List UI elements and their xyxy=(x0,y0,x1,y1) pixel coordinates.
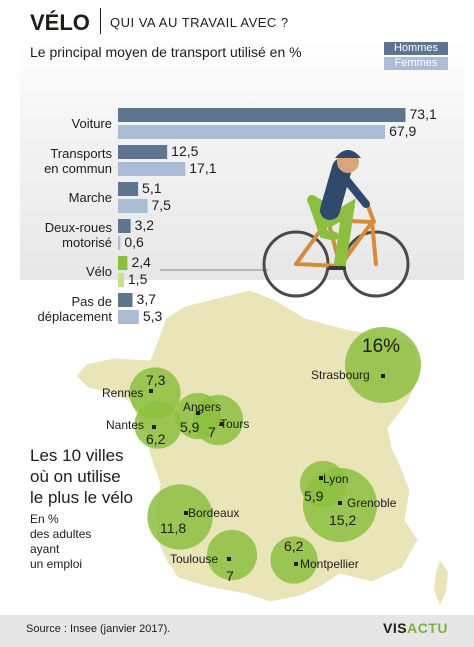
category-label: Voiture xyxy=(71,116,112,131)
city-name-label: Tours xyxy=(220,417,250,431)
bar-femmes xyxy=(118,310,139,324)
city-name-label: Bordeaux xyxy=(188,506,240,520)
map-unit-note: En % des adultes ayant un emploi xyxy=(30,512,91,572)
bar-value-label: 3,2 xyxy=(134,217,155,233)
city-marker xyxy=(381,374,385,378)
chart-title: Le principal moyen de transport utilisé … xyxy=(30,44,302,60)
city-name-label: Grenoble xyxy=(347,496,397,510)
bar-hommes xyxy=(118,256,128,270)
city-marker xyxy=(152,425,156,429)
bar-hommes xyxy=(118,182,139,196)
city-bubble xyxy=(270,536,318,584)
city-value-label: 15,2 xyxy=(329,512,357,528)
city-name-label: Strasbourg xyxy=(311,368,370,382)
bar-femmes xyxy=(118,236,121,250)
category-label: Deux-roues motorisé xyxy=(44,220,112,250)
city-name-label: Montpellier xyxy=(300,557,359,571)
bar-hommes xyxy=(118,219,131,233)
city-value-label: 6,2 xyxy=(146,431,166,447)
bar-value-label: 7,5 xyxy=(151,197,171,213)
city-value-label: 5,9 xyxy=(180,419,200,435)
brand-logo: VISACTU xyxy=(383,620,448,636)
map-note-line: ayant xyxy=(30,542,60,556)
map-title-line: le plus le vélo xyxy=(30,488,134,507)
bar-value-label: 1,5 xyxy=(127,271,148,287)
city-marker xyxy=(294,562,298,566)
city-marker xyxy=(319,476,323,480)
bar-value-label: 0,6 xyxy=(124,234,144,250)
city-value-label: 7 xyxy=(226,568,234,584)
city-marker xyxy=(196,411,200,415)
page-title: VÉLO xyxy=(30,10,90,35)
city-bubble xyxy=(206,529,258,581)
city-bubble xyxy=(345,327,421,403)
legend-femmes: Femmes xyxy=(384,57,448,70)
bar-femmes xyxy=(118,125,386,139)
city-name-label: Angers xyxy=(183,400,222,414)
title-divider xyxy=(100,8,101,34)
page-subtitle: QUI VA AU TRAVAIL AVEC ? xyxy=(110,15,289,30)
bar-value-label: 5,3 xyxy=(142,308,163,324)
bar-value-label: 3,7 xyxy=(136,291,157,307)
city-value-label: 6,2 xyxy=(284,538,304,554)
map-title-line: Les 10 villes xyxy=(30,446,124,465)
map-title-line: où on utilise xyxy=(30,467,121,486)
city-bubble xyxy=(299,460,347,508)
sky-background xyxy=(20,40,464,280)
city-marker xyxy=(149,389,153,393)
city-marker xyxy=(219,422,223,426)
city-name-label: Lyon xyxy=(323,472,349,486)
bar-value-label: 2,4 xyxy=(131,254,151,270)
city-value-label: 7,3 xyxy=(146,372,166,388)
map-title: Les 10 villes où on utilise le plus le v… xyxy=(30,445,133,508)
city-value-label: 16% xyxy=(362,336,401,357)
city-value-label: 7 xyxy=(208,424,216,440)
city-name-label: Rennes xyxy=(102,386,144,400)
bar-femmes xyxy=(118,199,148,213)
category-label: Transports en commun xyxy=(44,146,112,176)
city-name-label: Nantes xyxy=(106,418,145,432)
city-value-label: 11,8 xyxy=(160,520,187,536)
map-note-line: des adultes xyxy=(30,527,92,541)
source-note: Source : Insee (janvier 2017). xyxy=(26,623,171,635)
cyclist-illustration xyxy=(262,150,410,298)
footer-bar xyxy=(0,615,474,647)
bar-femmes xyxy=(118,162,186,176)
bar-value-label: 73,1 xyxy=(409,106,437,122)
bar-hommes xyxy=(118,108,406,122)
city-marker xyxy=(338,501,342,505)
map-note-line: un emploi xyxy=(30,557,83,571)
category-label: Marche xyxy=(68,190,112,205)
category-label: Pas de déplacement xyxy=(37,294,112,324)
bar-value-label: 5,1 xyxy=(142,180,162,196)
city-marker xyxy=(227,557,231,561)
bar-femmes xyxy=(118,273,124,287)
city-value-label: 5,9 xyxy=(304,488,324,504)
bar-value-label: 12,5 xyxy=(171,143,199,159)
brand-part: ACTU xyxy=(407,620,448,636)
corsica xyxy=(434,560,448,605)
legend-hommes: Hommes xyxy=(384,42,448,55)
city-bubble xyxy=(174,392,222,440)
bar-hommes xyxy=(118,293,133,307)
city-bubble xyxy=(147,484,213,550)
city-bubble xyxy=(134,401,182,449)
bar-value-label: 67,9 xyxy=(389,123,417,139)
city-marker xyxy=(184,511,188,515)
city-name-label: Toulouse xyxy=(170,552,219,566)
category-label: Vélo xyxy=(85,264,112,279)
bar-value-label: 17,1 xyxy=(189,160,217,176)
bar-hommes xyxy=(118,145,168,159)
map-note-line: En % xyxy=(30,512,59,526)
brand-part: VIS xyxy=(383,620,408,636)
